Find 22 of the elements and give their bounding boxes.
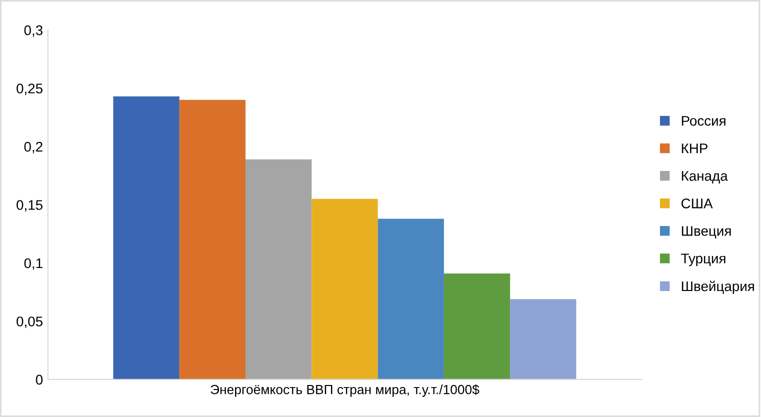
bar: [312, 198, 378, 380]
bar: [179, 100, 246, 380]
legend-label: Швейцария: [682, 280, 754, 294]
y-tick-label: 0,25: [16, 84, 42, 96]
bar: [444, 273, 510, 380]
legend-label: Россия: [682, 116, 726, 126]
y-tick-label: 0,1: [24, 258, 42, 270]
bar: [378, 218, 444, 380]
y-tick-label: 0,3: [24, 25, 42, 37]
legend-label: Турция: [681, 254, 726, 266]
y-tick-label: 0,2: [24, 142, 42, 154]
bar: [246, 159, 312, 380]
y-tick-label: 0,15: [16, 200, 42, 212]
legend-label: США: [681, 198, 713, 208]
legend-label: КНР: [682, 144, 708, 154]
legend-label: Швеция: [682, 226, 731, 239]
x-tick-label: Энергоёмкость ВВП стран мира, т.у.т./1000$: [210, 384, 480, 397]
legend-label: Канада: [682, 171, 728, 184]
bar: [113, 96, 180, 380]
bar: [510, 299, 576, 380]
y-tick-label: 0,05: [16, 316, 42, 328]
y-tick-label: 0: [36, 374, 43, 385]
